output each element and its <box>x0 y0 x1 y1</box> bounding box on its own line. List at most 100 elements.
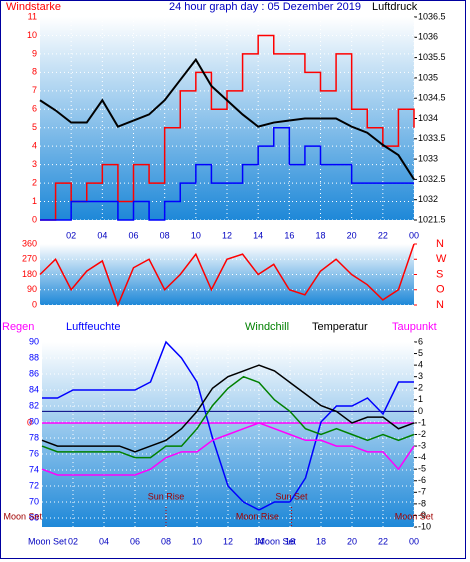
y2-tick-label: 6 <box>418 336 423 346</box>
series-line <box>42 340 414 511</box>
y-tick-label: 90 <box>27 284 37 294</box>
y-tick-label: 270 <box>22 254 37 264</box>
y-tick-label: 9 <box>32 48 37 58</box>
y2-tick-label: 1032.5 <box>418 174 446 184</box>
y-tick-label: 84 <box>29 384 39 394</box>
y2-tick-label: 1021.5 <box>418 214 446 224</box>
y2-tick-label: 1035 <box>418 72 438 82</box>
y2-label: Luftdruck <box>372 1 418 13</box>
x-tick-label: 18 <box>316 536 326 546</box>
series-line <box>41 364 415 453</box>
y3-tick-label: 0 <box>27 417 32 427</box>
x-tick-label: 16 <box>285 536 295 546</box>
y-tick-label: 10 <box>27 30 37 40</box>
y-tick-label: 90 <box>29 336 39 346</box>
legend-entry: Regen <box>2 321 34 333</box>
panel-bg <box>40 17 414 220</box>
annotation: Moon Rise <box>236 511 279 521</box>
y-tick-label: 82 <box>29 400 39 410</box>
annotation: Sun Set <box>276 491 309 501</box>
y2-tick-label: S <box>436 268 443 280</box>
y2-tick-label: 4 <box>418 360 423 370</box>
y2-tick-label: -10 <box>418 521 431 531</box>
x-tick-label: 18 <box>315 230 325 240</box>
y-tick-label: 6 <box>32 104 37 114</box>
legend-entry: Taupunkt <box>392 321 437 333</box>
x-tick-label: 02 <box>66 230 76 240</box>
x-tick-label: 22 <box>378 536 388 546</box>
y-tick-label: 2 <box>32 177 37 187</box>
y-tick-label: 360 <box>22 238 37 248</box>
y2-tick-label: 1034 <box>418 113 438 123</box>
x-tick-label: 00 <box>409 230 419 240</box>
legend-entry: Windchill <box>245 321 289 333</box>
y2-tick-label: -2 <box>418 429 426 439</box>
y2-tick-label: 1036.5 <box>418 11 446 21</box>
x-tick-label: 12 <box>223 536 233 546</box>
y-tick-label: 76 <box>29 448 39 458</box>
y-label: Windstarke <box>6 1 61 13</box>
y-tick-label: 78 <box>29 432 39 442</box>
bottom-label: Moon Set <box>257 536 296 546</box>
y2-tick-label: N <box>436 299 444 311</box>
y2-tick-label: 5 <box>418 348 423 358</box>
x-tick-label: 20 <box>347 230 357 240</box>
y-tick-label: 72 <box>29 480 39 490</box>
y2-tick-label: -5 <box>418 464 426 474</box>
y-tick-label: 8 <box>32 67 37 77</box>
legend-entry: Temperatur <box>312 321 368 333</box>
x-tick-label: 08 <box>161 536 171 546</box>
x-tick-label: 22 <box>378 230 388 240</box>
y2-tick-label: N <box>436 238 444 250</box>
x-tick-label: 14 <box>253 230 263 240</box>
y2-tick-label: 2 <box>418 383 423 393</box>
y-tick-label: 80 <box>29 416 39 426</box>
x-tick-label: 12 <box>222 230 232 240</box>
y-tick-label: 74 <box>29 464 39 474</box>
y-tick-label: 4 <box>32 141 37 151</box>
y-tick-label: 7 <box>32 85 37 95</box>
y-tick-label: 70 <box>29 496 39 506</box>
y2-tick-label: 1036 <box>418 32 438 42</box>
x-tick-label: 08 <box>160 230 170 240</box>
x-tick-label: 06 <box>128 230 138 240</box>
y-tick-label: 3 <box>32 159 37 169</box>
y2-tick-label: 1 <box>418 394 423 404</box>
series-line <box>40 126 414 221</box>
y-tick-label: 1 <box>32 196 37 206</box>
y-tick-label: 68 <box>29 512 39 522</box>
annotation: Sun Rise <box>148 491 185 501</box>
series-line <box>41 422 415 476</box>
annotation: Moon Set <box>395 511 434 521</box>
y2-tick-label: 1032 <box>418 194 438 204</box>
series-line <box>39 57 415 180</box>
series-line <box>39 243 415 308</box>
y2-tick-label: -1 <box>418 417 426 427</box>
y2-tick-label: 1033.5 <box>418 133 446 143</box>
y2-tick-label: 0 <box>418 406 423 416</box>
y-tick-label: 11 <box>28 11 37 21</box>
y2-tick-label: 1034.5 <box>418 93 446 103</box>
title: 24 hour graph day : 05 Dezember 2019 <box>169 1 361 13</box>
y2-tick-label: O <box>436 284 445 296</box>
x-tick-label: 04 <box>97 230 107 240</box>
y-tick-label: 180 <box>22 269 37 279</box>
y2-tick-label: 3 <box>418 371 423 381</box>
y-tick-label: 5 <box>32 122 37 132</box>
series-line <box>41 375 415 459</box>
x-tick-label: 00 <box>409 536 419 546</box>
bottom-label: Moon Set <box>28 536 67 546</box>
y2-tick-label: 1035.5 <box>418 52 446 62</box>
x-tick-label: 04 <box>99 536 109 546</box>
y2-tick-label: -6 <box>418 475 426 485</box>
x-tick-label: 14 <box>254 536 264 546</box>
y2-tick-label: 1033 <box>418 153 438 163</box>
y-tick-label: 86 <box>29 368 39 378</box>
x-tick-label: 20 <box>347 536 357 546</box>
x-tick-label: 10 <box>191 230 201 240</box>
x-tick-label: 10 <box>192 536 202 546</box>
y2-tick-label: -3 <box>418 440 426 450</box>
x-tick-label: 06 <box>130 536 140 546</box>
y2-tick-label: W <box>436 253 447 265</box>
